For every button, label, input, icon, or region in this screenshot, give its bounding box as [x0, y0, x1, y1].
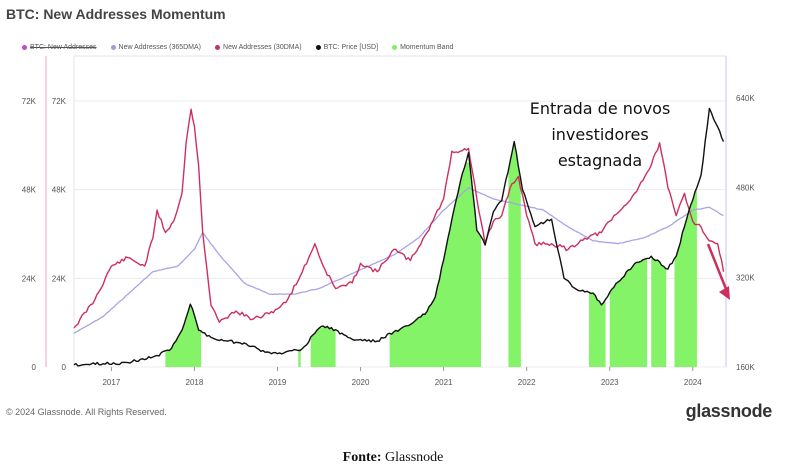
x-tick-label: 2020: [352, 378, 370, 387]
legend-label: New Addresses (30DMA): [223, 44, 302, 51]
momentum-band-area: [674, 187, 697, 367]
chart-legend: BTC: New Addresses New Addresses (365DMA…: [22, 44, 453, 51]
momentum-band-area: [298, 348, 301, 367]
y-left-outer-tick: 72K: [22, 97, 37, 106]
y-right-tick: 480K: [736, 184, 755, 193]
legend-label: New Addresses (365DMA): [118, 44, 202, 51]
y-left-inner-tick: 0: [62, 363, 67, 372]
legend-item-price[interactable]: BTC: Price [USD]: [315, 44, 379, 51]
legend-dot: [392, 45, 398, 50]
legend-label: BTC: Price [USD]: [323, 44, 379, 51]
y-right-tick: 640K: [736, 94, 755, 103]
legend-dot: [110, 45, 116, 50]
source-value: Glassnode: [385, 450, 444, 465]
momentum-band-area: [508, 142, 521, 367]
x-tick-label: 2022: [518, 378, 536, 387]
momentum-band-area: [165, 305, 202, 367]
legend-label: Momentum Band: [400, 44, 454, 51]
x-tick-label: 2021: [435, 378, 453, 387]
chart-title: BTC: New Addresses Momentum: [6, 6, 226, 22]
legend-label: BTC: New Addresses: [30, 44, 97, 51]
y-right-tick: 320K: [736, 273, 755, 282]
source-caption: Fonte: Glassnode: [0, 450, 786, 466]
legend-item-365dma[interactable]: New Addresses (365DMA): [110, 44, 202, 51]
x-tick-label: 2017: [102, 378, 120, 387]
y-left-outer-tick: 24K: [22, 274, 37, 283]
legend-dot: [22, 45, 27, 50]
y-left-outer-tick: 0: [32, 363, 37, 372]
glassnode-logo: glassnode: [685, 401, 773, 421]
x-tick-label: 2024: [684, 378, 702, 387]
y-right-tick: 160K: [736, 363, 755, 372]
legend-item-30dma[interactable]: New Addresses (30DMA): [215, 44, 302, 51]
x-tick-label: 2019: [269, 378, 287, 387]
legend-item-momentum-band[interactable]: Momentum Band: [392, 44, 453, 51]
y-left-inner-tick: 24K: [52, 274, 67, 283]
series-line-new-addresses-30dma-: [73, 108, 725, 329]
source-label: Fonte:: [342, 450, 382, 465]
y-left-inner-tick: 72K: [52, 97, 67, 106]
x-tick-label: 2018: [186, 378, 204, 387]
legend-item-new-addresses[interactable]: BTC: New Addresses: [22, 44, 97, 51]
copyright-text: © 2024 Glassnode. All Rights Reserved.: [6, 407, 167, 417]
y-left-outer-tick: 48K: [22, 186, 37, 195]
chart-svg: 0 0 24K 24K 48K 48K 72K 72K 160K 320K 480K 640K 2017…: [22, 55, 755, 387]
momentum-band-area: [588, 292, 606, 367]
x-tick-label: 2023: [601, 378, 619, 387]
momentum-band-area: [389, 162, 481, 367]
momentum-band-area: [651, 256, 667, 367]
chart-annotation: Entrada de novos investidores estagnada: [529, 99, 671, 170]
legend-dot: [315, 45, 321, 50]
legend-dot: [215, 45, 221, 50]
trend-arrow-head: [719, 286, 730, 300]
trend-arrow-shaft: [706, 243, 730, 295]
momentum-band-area: [310, 326, 336, 367]
series-line-btc-price-usd-: [73, 107, 725, 367]
y-left-inner-tick: 48K: [52, 186, 67, 195]
momentum-band-area: [609, 258, 648, 367]
